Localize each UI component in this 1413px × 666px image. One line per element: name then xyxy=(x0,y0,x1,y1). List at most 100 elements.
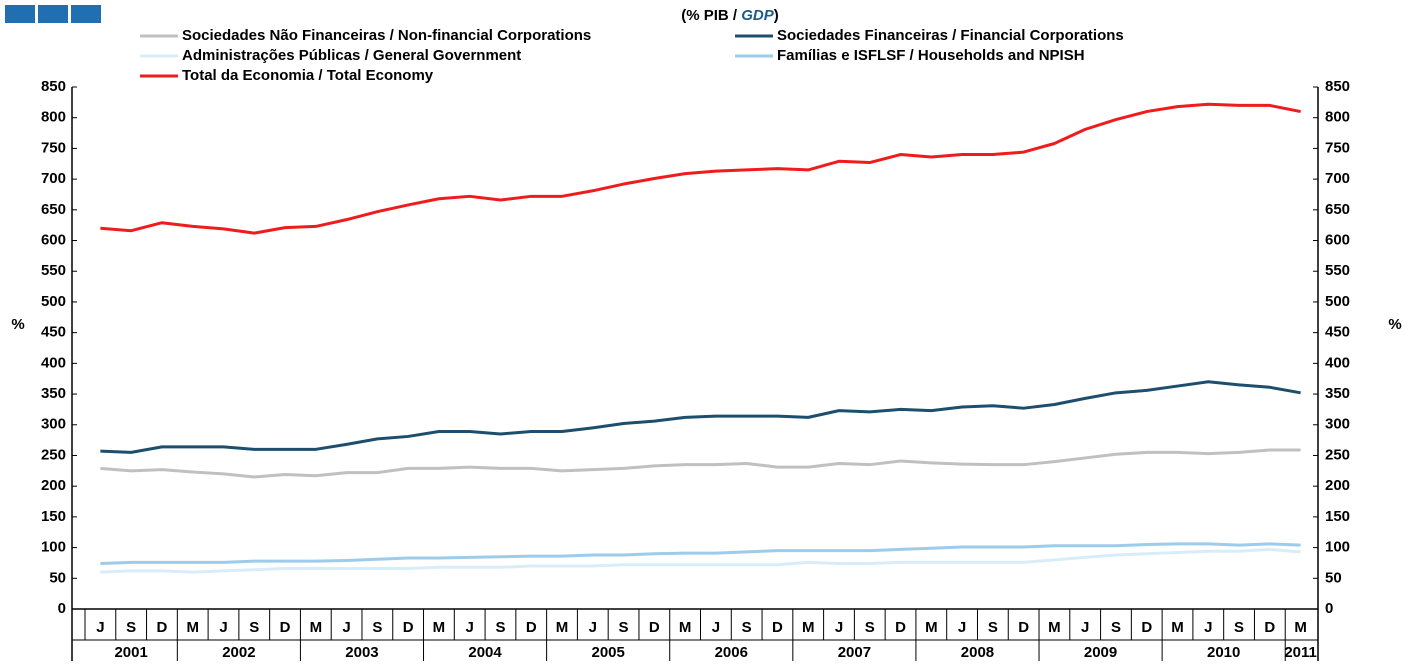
y-tick-label: 850 xyxy=(41,78,66,95)
y-axis-label: % xyxy=(11,316,24,333)
x-tick-label: J xyxy=(835,619,843,636)
y2-tick-label: 200 xyxy=(1325,477,1350,494)
x-tick-label: J xyxy=(219,619,227,636)
x-tick-label: S xyxy=(988,619,998,636)
y-tick-label: 750 xyxy=(41,139,66,156)
series-line xyxy=(100,542,1301,566)
y2-tick-label: 0 xyxy=(1325,600,1333,617)
y2-tick-label: 850 xyxy=(1325,78,1350,95)
y2-tick-label: 150 xyxy=(1325,508,1350,525)
y2-tick-label: 800 xyxy=(1325,109,1350,126)
y-tick-label: 200 xyxy=(41,477,66,494)
x-tick-label: J xyxy=(589,619,597,636)
x-tick-label: M xyxy=(1294,619,1307,636)
x-group-label: 2003 xyxy=(345,644,378,661)
y2-tick-label: 250 xyxy=(1325,446,1350,463)
y-tick-label: 350 xyxy=(41,385,66,402)
y-tick-label: 100 xyxy=(41,539,66,556)
x-tick-label: S xyxy=(372,619,382,636)
x-tick-label: M xyxy=(1171,619,1184,636)
x-group-label: 2001 xyxy=(114,644,147,661)
x-tick-label: M xyxy=(310,619,323,636)
y2-tick-label: 100 xyxy=(1325,539,1350,556)
x-tick-label: D xyxy=(403,619,414,636)
subtitle-part: (% PIB / xyxy=(681,7,741,24)
x-tick-label: D xyxy=(157,619,168,636)
x-group-label: 2002 xyxy=(222,644,255,661)
x-tick-label: J xyxy=(712,619,720,636)
y-tick-label: 0 xyxy=(58,600,66,617)
series-line xyxy=(100,448,1301,479)
y-tick-label: 600 xyxy=(41,231,66,248)
y2-axis-label: % xyxy=(1388,316,1401,333)
x-tick-label: M xyxy=(802,619,815,636)
y2-tick-label: 500 xyxy=(1325,293,1350,310)
legend-label: Sociedades Financeiras / Financial Corpo… xyxy=(777,27,1124,44)
x-tick-label: J xyxy=(958,619,966,636)
y2-tick-label: 700 xyxy=(1325,170,1350,187)
x-tick-label: S xyxy=(865,619,875,636)
y2-tick-label: 650 xyxy=(1325,201,1350,218)
x-group-label: 2010 xyxy=(1207,644,1240,661)
y-tick-label: 550 xyxy=(41,262,66,279)
x-tick-label: D xyxy=(649,619,660,636)
logo-block xyxy=(38,5,68,23)
legend-label: Famílias e ISFLSF / Households and NPISH xyxy=(777,47,1085,64)
y-tick-label: 150 xyxy=(41,508,66,525)
x-group-label: 2005 xyxy=(591,644,624,661)
y2-tick-label: 50 xyxy=(1325,569,1342,586)
subtitle: (% PIB / GDP) xyxy=(681,7,779,24)
x-tick-label: J xyxy=(342,619,350,636)
x-tick-label: D xyxy=(772,619,783,636)
y-tick-label: 300 xyxy=(41,416,66,433)
y2-tick-label: 350 xyxy=(1325,385,1350,402)
legend-label: Sociedades Não Financeiras / Non-financi… xyxy=(182,27,591,44)
y-tick-label: 500 xyxy=(41,293,66,310)
x-tick-label: D xyxy=(1018,619,1029,636)
x-tick-label: S xyxy=(249,619,259,636)
x-tick-label: M xyxy=(186,619,199,636)
x-tick-label: D xyxy=(1264,619,1275,636)
x-tick-label: M xyxy=(433,619,446,636)
x-tick-label: J xyxy=(1204,619,1212,636)
x-group-label: 2009 xyxy=(1084,644,1117,661)
logo-block xyxy=(5,5,35,23)
y-tick-label: 700 xyxy=(41,170,66,187)
x-group-label: 2008 xyxy=(961,644,994,661)
y2-tick-label: 750 xyxy=(1325,139,1350,156)
x-tick-label: J xyxy=(1081,619,1089,636)
subtitle-part: ) xyxy=(774,7,779,24)
y-tick-label: 450 xyxy=(41,324,66,341)
logo-block xyxy=(71,5,101,23)
y2-tick-label: 450 xyxy=(1325,324,1350,341)
y-tick-label: 800 xyxy=(41,109,66,126)
x-group-label: 2006 xyxy=(715,644,748,661)
x-tick-label: M xyxy=(1048,619,1061,636)
x-tick-label: J xyxy=(96,619,104,636)
series-line xyxy=(100,102,1301,235)
y2-tick-label: 550 xyxy=(1325,262,1350,279)
subtitle-part: GDP xyxy=(741,7,775,24)
y-tick-label: 650 xyxy=(41,201,66,218)
x-tick-label: J xyxy=(466,619,474,636)
x-tick-label: M xyxy=(679,619,692,636)
y-tick-label: 400 xyxy=(41,354,66,371)
x-tick-label: D xyxy=(1141,619,1152,636)
x-group-label: 2011 xyxy=(1284,644,1317,661)
y-tick-label: 250 xyxy=(41,446,66,463)
y2-tick-label: 400 xyxy=(1325,354,1350,371)
legend-label: Total da Economia / Total Economy xyxy=(182,67,434,84)
x-group-label: 2004 xyxy=(468,644,502,661)
series-line xyxy=(100,380,1301,454)
x-tick-label: S xyxy=(1234,619,1244,636)
y2-tick-label: 300 xyxy=(1325,416,1350,433)
x-tick-label: S xyxy=(742,619,752,636)
x-tick-label: M xyxy=(925,619,938,636)
y-tick-label: 50 xyxy=(49,569,66,586)
x-tick-label: S xyxy=(126,619,136,636)
x-tick-label: D xyxy=(526,619,537,636)
legend-label: Administrações Públicas / General Govern… xyxy=(182,47,521,64)
y2-tick-label: 600 xyxy=(1325,231,1350,248)
